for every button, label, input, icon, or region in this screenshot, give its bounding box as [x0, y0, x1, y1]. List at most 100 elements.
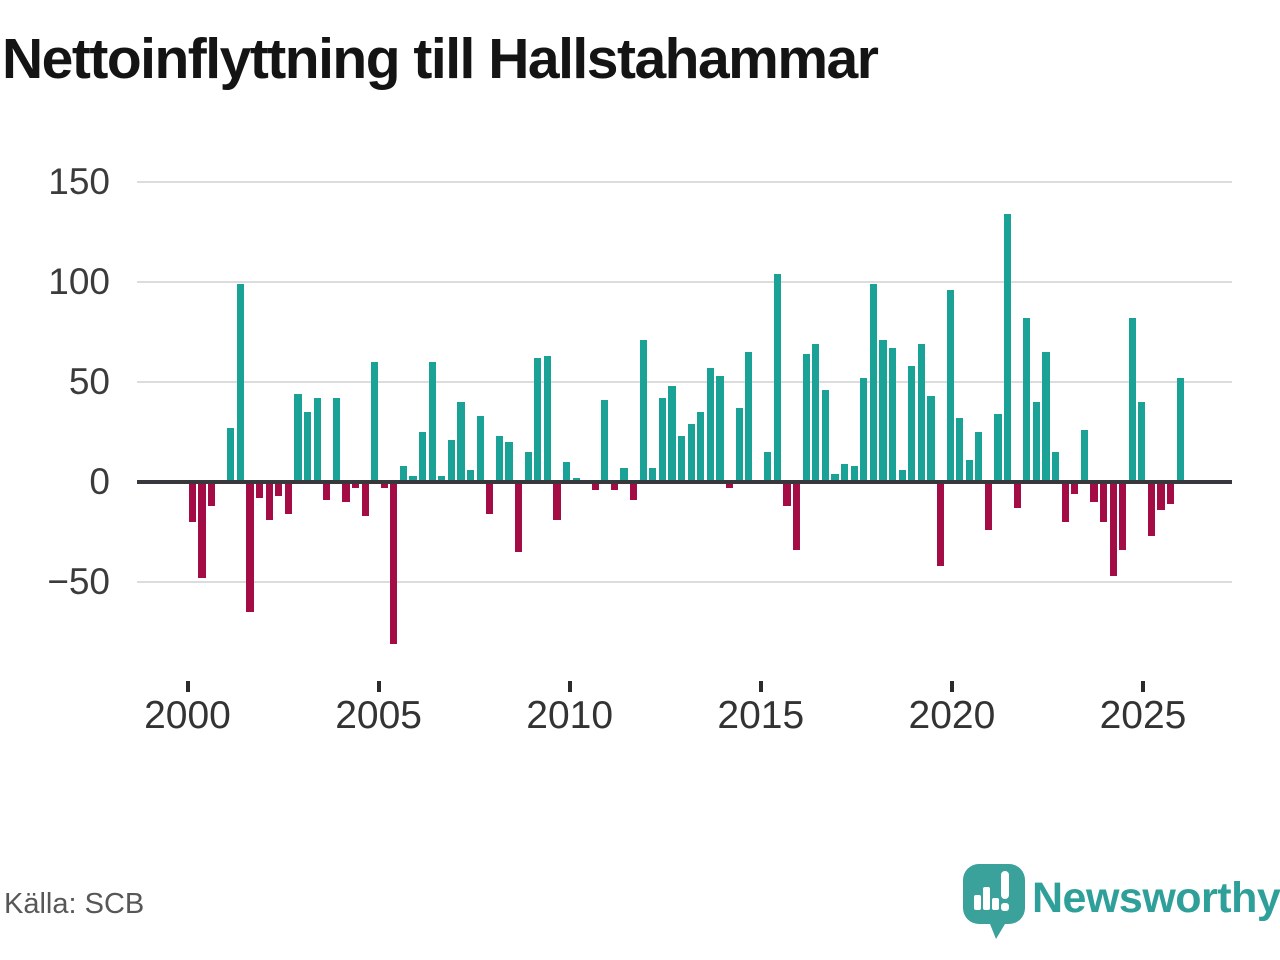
bar	[860, 378, 868, 482]
chart-title: Nettoinflyttning till Hallstahammar	[2, 27, 879, 91]
bar	[773, 274, 782, 482]
bar	[936, 482, 945, 566]
bar	[620, 468, 628, 482]
bar	[1052, 452, 1060, 482]
y-axis-tick-label: −50	[47, 561, 110, 602]
bar	[303, 412, 312, 482]
logo-bar-3	[992, 898, 999, 910]
bar	[745, 352, 753, 482]
gridline	[137, 281, 1232, 283]
bar	[591, 482, 599, 490]
bar	[409, 476, 417, 482]
bar	[831, 474, 839, 482]
bar	[888, 348, 897, 482]
bar	[1176, 378, 1184, 482]
bar	[1013, 482, 1021, 508]
bar	[256, 482, 264, 498]
bar	[447, 440, 456, 482]
bar	[1042, 352, 1050, 482]
x-axis-tick	[758, 681, 763, 692]
bar	[562, 462, 571, 482]
bar	[764, 452, 772, 482]
bar	[486, 482, 494, 514]
bar	[246, 482, 254, 612]
bar	[361, 482, 369, 516]
bar	[351, 482, 360, 488]
bar	[467, 470, 475, 482]
logo-exclamation-stem	[1001, 871, 1009, 899]
x-axis-tick-label: 2025	[1099, 694, 1187, 737]
x-axis-tick-label: 2000	[144, 694, 231, 737]
logo-bar-2	[983, 887, 990, 910]
bar	[716, 376, 724, 482]
x-axis-tick	[185, 681, 190, 692]
bar	[994, 414, 1002, 482]
bar	[706, 368, 714, 482]
bar	[323, 482, 331, 500]
bar	[428, 362, 436, 482]
bar	[1099, 482, 1108, 522]
bar	[1119, 482, 1127, 550]
bar	[965, 460, 973, 482]
bar	[821, 390, 830, 482]
x-axis-tick	[949, 681, 954, 692]
x-axis-line	[137, 480, 1232, 484]
bar	[284, 482, 292, 514]
bar	[668, 386, 676, 482]
x-axis-tick	[1141, 681, 1145, 692]
bar	[208, 482, 216, 506]
bar	[514, 482, 523, 552]
newsworthy-logo: Newsworthy	[960, 858, 1280, 939]
bar	[543, 356, 551, 482]
gridline	[137, 181, 1232, 183]
bar	[879, 340, 887, 482]
bar	[1128, 318, 1136, 482]
bar	[371, 362, 379, 482]
bar	[1109, 482, 1117, 576]
y-axis-tick-label: 0	[89, 461, 110, 502]
bar	[1080, 430, 1088, 482]
bar	[419, 432, 427, 482]
bar	[380, 482, 388, 488]
bar	[294, 394, 302, 482]
bar	[735, 408, 743, 482]
bar	[399, 466, 408, 482]
gridline	[137, 581, 1232, 583]
newsworthy-logo-icon	[963, 864, 1025, 939]
bar	[783, 482, 791, 506]
bar	[850, 466, 858, 482]
bar	[1023, 318, 1031, 482]
bar	[917, 344, 925, 482]
bar	[975, 432, 983, 482]
bar	[495, 436, 503, 482]
bar	[1061, 482, 1069, 522]
bar	[630, 482, 638, 500]
bar	[802, 354, 810, 482]
bar	[534, 358, 542, 482]
bar	[1157, 482, 1165, 510]
bar	[984, 482, 993, 530]
bar	[956, 418, 964, 482]
bar	[841, 464, 849, 482]
source-note: Källa: SCB	[4, 888, 145, 920]
bar	[198, 482, 206, 578]
bar	[649, 468, 657, 482]
bar	[725, 482, 734, 488]
bar	[275, 482, 283, 496]
bar	[476, 416, 484, 482]
bar	[342, 482, 350, 502]
bar	[1147, 482, 1156, 536]
bar	[869, 284, 877, 482]
bar	[658, 398, 666, 482]
gridline	[137, 381, 1232, 383]
bar	[1167, 482, 1175, 504]
x-axis-tick-label: 2005	[335, 694, 422, 737]
bar	[601, 400, 609, 482]
bar	[927, 396, 935, 482]
bar	[236, 284, 245, 482]
bar	[457, 402, 465, 482]
bar	[1071, 482, 1079, 494]
bar	[1138, 402, 1146, 482]
bar	[639, 340, 647, 482]
